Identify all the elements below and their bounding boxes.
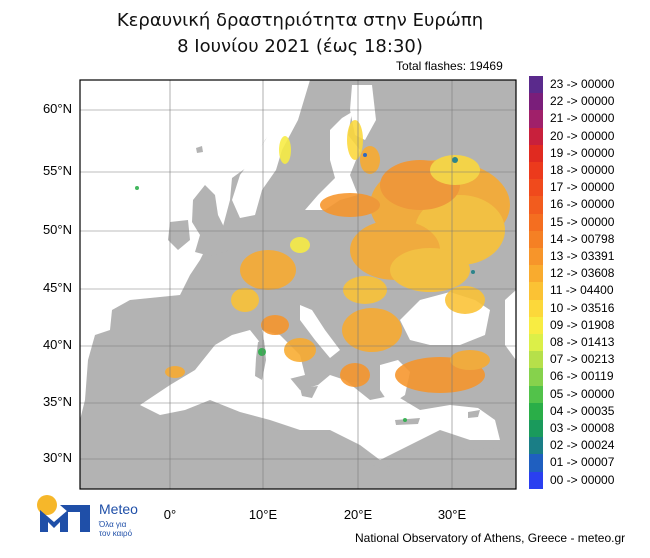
faroe-hint — [196, 146, 203, 153]
great-britain — [192, 185, 230, 256]
legend-label: 21 -> 00000 — [550, 111, 615, 126]
graticule — [80, 80, 516, 489]
caspian-sea — [505, 290, 516, 360]
tyrrhenian-sea — [262, 330, 305, 380]
lon-label-30e: 30°E — [437, 507, 467, 522]
lat-label-60n: 60°N — [42, 101, 72, 116]
north-sea — [232, 80, 310, 218]
logo-tagline-line1: Όλα για — [99, 520, 127, 529]
legend-label: 22 -> 00000 — [550, 94, 615, 109]
total-flashes-label: Total flashes: 19469 — [396, 59, 503, 73]
meteo-logo — [37, 495, 90, 532]
legend-swatch — [529, 179, 543, 197]
legend-swatch — [529, 127, 543, 145]
mediterranean-sea — [140, 330, 500, 460]
legend-label: 16 -> 00000 — [550, 197, 615, 212]
crete — [395, 418, 420, 425]
legend-label: 00 -> 00000 — [550, 472, 615, 487]
legend-swatch — [529, 110, 543, 128]
legend-swatch — [529, 196, 543, 214]
logo-tagline: Όλα για τον καιρό — [99, 520, 132, 538]
legend-swatch — [529, 437, 543, 455]
atlantic-ocean — [80, 80, 300, 420]
map-subtitle-date: 8 Ιουνίου 2021 (έως 18:30) — [177, 36, 423, 57]
legend-swatch — [529, 230, 543, 248]
legend-swatch — [529, 299, 543, 317]
lon-label-10e: 10°E — [248, 507, 278, 522]
baltic-sea — [305, 112, 360, 210]
legend-label: 15 -> 00000 — [550, 214, 615, 229]
logo-name: Meteo — [99, 501, 138, 517]
legend-swatch — [529, 316, 543, 334]
legend-label: 18 -> 00000 — [550, 163, 615, 177]
legend-swatch — [529, 368, 543, 386]
legend-label: 02 -> 00024 — [550, 438, 615, 453]
sun-icon — [37, 495, 57, 515]
legend-label: 07 -> 00213 — [550, 352, 615, 367]
legend-swatch — [529, 471, 543, 489]
legend-swatch — [529, 334, 543, 352]
legend-label: 14 -> 00798 — [550, 231, 615, 246]
map-frame — [79, 79, 517, 490]
legend-swatch — [529, 162, 543, 180]
cyprus — [468, 410, 480, 418]
map-title: Κεραυνική δραστηριότητα στην Ευρώπη — [116, 10, 484, 31]
adriatic-sea — [300, 305, 340, 358]
lon-label-0: 0° — [163, 507, 177, 522]
legend-label: 06 -> 00119 — [550, 369, 614, 384]
legend-swatch — [529, 351, 543, 369]
legend-label: 05 -> 00000 — [550, 386, 615, 401]
legend-swatch — [529, 76, 543, 94]
legend-swatch — [529, 420, 543, 438]
lat-label-40n: 40°N — [42, 337, 72, 352]
legend-label: 12 -> 03608 — [550, 266, 615, 281]
legend-label: 09 -> 01908 — [550, 317, 615, 332]
ireland — [168, 220, 190, 250]
legend-label: 04 -> 00035 — [550, 403, 615, 418]
legend-label: 20 -> 00000 — [550, 128, 615, 143]
credit-text: National Observatory of Athens, Greece -… — [355, 531, 626, 545]
sicily — [300, 386, 318, 398]
lightning-clusters — [135, 120, 510, 422]
legend-swatch — [529, 454, 543, 472]
legend-label: 19 -> 00000 — [550, 145, 615, 160]
legend-label: 23 -> 00000 — [550, 77, 615, 91]
north-africa — [80, 410, 516, 489]
legend-swatch — [529, 93, 543, 111]
lat-label-55n: 55°N — [42, 163, 72, 178]
legend-label: 11 -> 04400 — [550, 283, 614, 298]
legend-swatch — [529, 385, 543, 403]
legend-label: 17 -> 00000 — [550, 180, 615, 195]
lat-label-50n: 50°N — [42, 222, 72, 237]
legend-swatch — [529, 213, 543, 231]
lat-label-35n: 35°N — [42, 394, 72, 409]
legend-swatch — [529, 265, 543, 283]
lat-label-45n: 45°N — [42, 280, 72, 295]
legend-label: 01 -> 00007 — [550, 455, 615, 470]
lon-label-20e: 20°E — [343, 507, 373, 522]
legend-swatch — [529, 282, 543, 300]
legend-swatch — [529, 402, 543, 420]
legend-label: 10 -> 03516 — [550, 300, 615, 315]
logo-tagline-line2: τον καιρό — [99, 529, 133, 538]
legend-label: 03 -> 00008 — [550, 421, 615, 435]
legend-swatch — [529, 144, 543, 162]
legend-swatch — [529, 248, 543, 266]
legend-label: 13 -> 03391 — [550, 249, 615, 263]
m-logo-icon — [40, 510, 68, 532]
lat-label-30n: 30°N — [42, 450, 72, 465]
legend-label: 08 -> 01413 — [550, 335, 615, 349]
